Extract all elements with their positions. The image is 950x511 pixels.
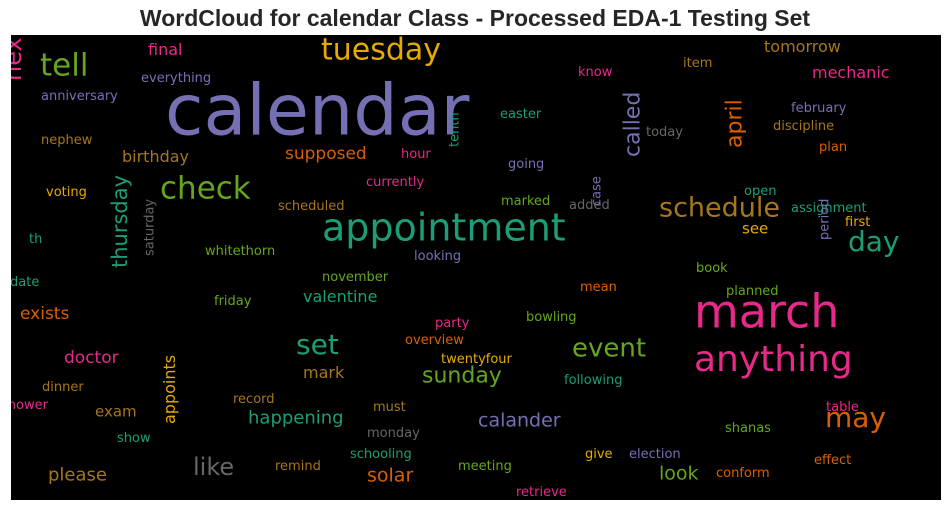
- word-following: following: [564, 373, 622, 388]
- word-today: today: [646, 125, 683, 140]
- word-february: february: [791, 101, 847, 116]
- word-tomorrow: tomorrow: [764, 37, 841, 56]
- word-table: table: [826, 400, 859, 415]
- word-mechanic: mechanic: [812, 63, 890, 82]
- word-valentine: valentine: [303, 287, 377, 306]
- word-solar: solar: [367, 464, 413, 486]
- word-discipline: discipline: [773, 119, 834, 134]
- word-planned: planned: [726, 284, 779, 299]
- word-bowling: bowling: [526, 310, 577, 325]
- word-friday: friday: [214, 294, 252, 309]
- word-item: item: [683, 56, 712, 71]
- word-day: day: [848, 225, 900, 258]
- word-mean: mean: [580, 280, 617, 295]
- word-open: open: [744, 184, 776, 199]
- word-record: record: [233, 392, 275, 407]
- word-like: like: [193, 453, 234, 481]
- word-effect: effect: [814, 453, 851, 468]
- word-date: date: [11, 275, 39, 290]
- word-tell: tell: [40, 47, 88, 83]
- word-hour: hour: [401, 147, 431, 162]
- word-tenth: tenth: [447, 112, 462, 147]
- word-saturday: saturday: [142, 199, 157, 256]
- word-calendar: calendar: [165, 70, 470, 152]
- word-next: next: [11, 35, 27, 81]
- word-happening: happening: [248, 408, 344, 429]
- word-schedule: schedule: [659, 192, 780, 223]
- word-know: know: [578, 65, 613, 80]
- word-may: may: [825, 401, 886, 434]
- word-first: first: [845, 215, 870, 230]
- word-marked: marked: [501, 194, 550, 209]
- word-th: th: [29, 232, 42, 247]
- word-period: period: [817, 199, 832, 240]
- word-schooling: schooling: [350, 447, 412, 462]
- word-march: march: [694, 285, 839, 339]
- word-see: see: [742, 219, 768, 237]
- word-retrieve: retrieve: [516, 485, 567, 500]
- word-scheduled: scheduled: [278, 199, 345, 214]
- word-overview: overview: [405, 333, 464, 348]
- word-sunday: sunday: [422, 364, 502, 389]
- word-conform: conform: [716, 466, 770, 481]
- word-anniversary: anniversary: [41, 89, 118, 104]
- word-appointment: appointment: [322, 206, 566, 250]
- word-remind: remind: [275, 459, 321, 474]
- word-set: set: [296, 328, 339, 361]
- word-twentyfour: twentyfour: [441, 352, 513, 367]
- word-going: going: [508, 157, 544, 172]
- word-exists: exists: [20, 304, 69, 324]
- word-look: look: [659, 462, 699, 484]
- word-anything: anything: [694, 339, 853, 380]
- chart-title: WordCloud for calendar Class - Processed…: [139, 5, 811, 31]
- word-tuesday: tuesday: [321, 35, 441, 68]
- word-must: must: [373, 400, 406, 415]
- word-supposed: supposed: [285, 144, 367, 164]
- word-give: give: [585, 447, 613, 462]
- word-show: show: [117, 431, 151, 446]
- word-mark: mark: [303, 363, 345, 382]
- word-april: april: [723, 99, 748, 148]
- word-exam: exam: [95, 402, 137, 420]
- word-nephew: nephew: [41, 133, 93, 148]
- word-dinner: dinner: [42, 380, 84, 395]
- word-assignment: assignment: [791, 201, 867, 216]
- word-final: final: [148, 40, 182, 59]
- word-please: please: [48, 465, 107, 486]
- word-currently: currently: [366, 175, 425, 190]
- word-plan: plan: [819, 140, 847, 155]
- word-check: check: [160, 170, 251, 206]
- word-looking: looking: [414, 249, 461, 264]
- word-easter: easter: [500, 107, 542, 122]
- word-doctor: doctor: [64, 348, 119, 368]
- word-book: book: [696, 261, 728, 276]
- word-election: election: [629, 447, 681, 462]
- word-birthday: birthday: [122, 147, 189, 166]
- word-november: november: [322, 270, 389, 285]
- word-shanas: shanas: [725, 421, 771, 436]
- word-everything: everything: [141, 71, 211, 86]
- word-shower: shower: [11, 398, 49, 413]
- word-monday: monday: [367, 426, 420, 441]
- word-party: party: [435, 316, 470, 331]
- word-event: event: [572, 334, 646, 364]
- word-thursday: thursday: [108, 175, 132, 268]
- wordcloud-canvas: calendar march appointment anything tuesday c…: [11, 35, 900, 500]
- word-added: added: [569, 198, 610, 213]
- word-called: called: [621, 92, 646, 157]
- wordcloud-panel: calendar march appointment anything tuesday c…: [11, 35, 941, 500]
- word-case: case: [589, 176, 604, 206]
- word-voting: voting: [46, 185, 87, 200]
- word-whitethorn: whitethorn: [205, 244, 275, 259]
- word-meeting: meeting: [458, 459, 512, 474]
- word-calander: calander: [478, 409, 561, 431]
- word-appoints: appoints: [160, 355, 179, 424]
